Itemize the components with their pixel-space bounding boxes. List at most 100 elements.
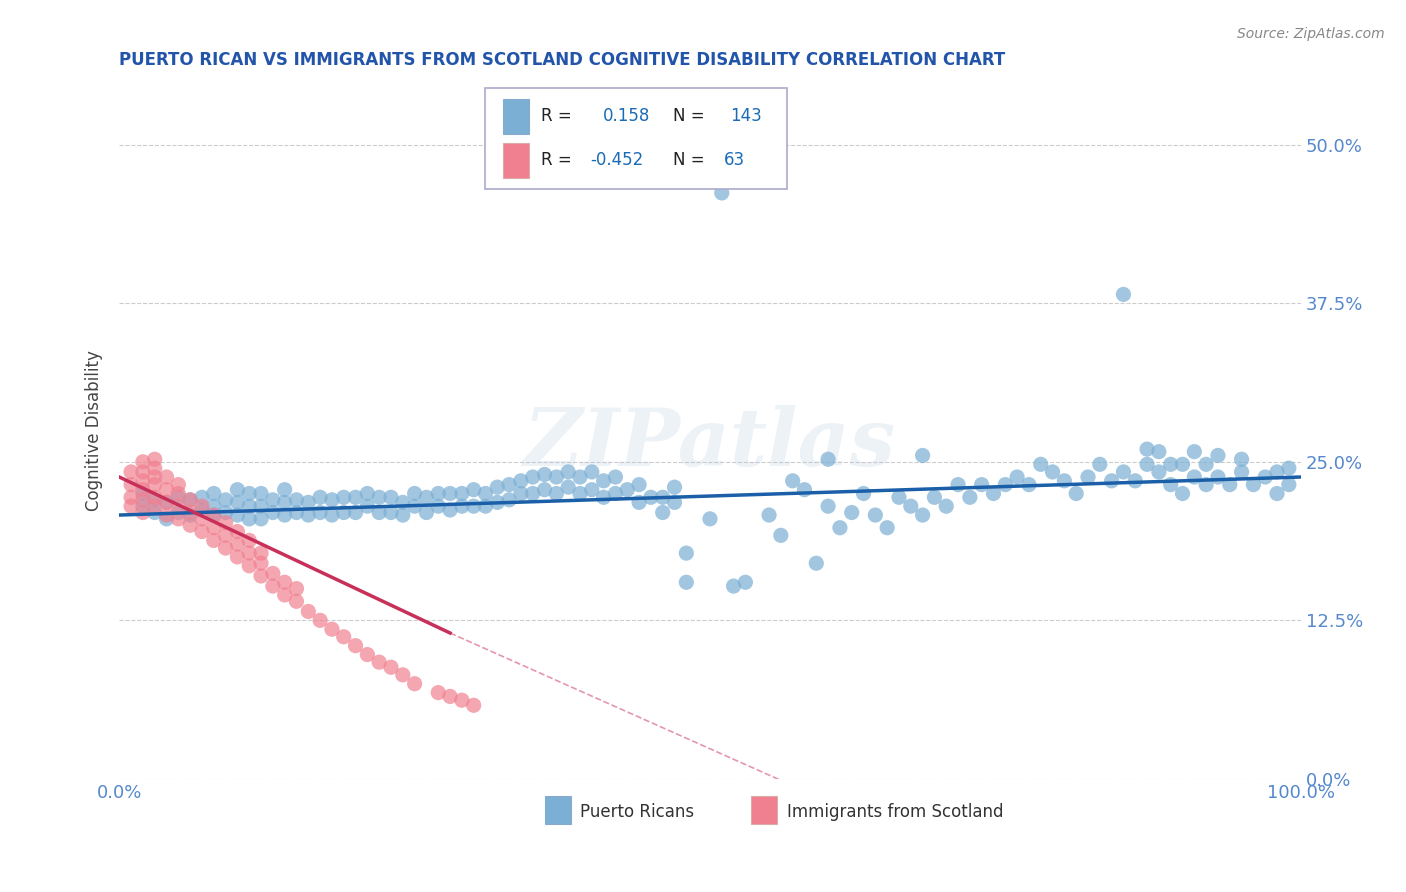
Point: [132, 499, 155, 513]
Point: [533, 467, 555, 482]
Point: [592, 491, 614, 505]
Point: [404, 677, 426, 691]
Point: [546, 486, 568, 500]
Point: [321, 622, 343, 636]
Point: [179, 508, 201, 522]
Point: [226, 524, 249, 539]
Point: [143, 461, 166, 475]
Point: [380, 491, 402, 505]
Text: R =: R =: [541, 107, 572, 125]
Point: [143, 491, 166, 505]
Point: [297, 508, 319, 522]
Point: [817, 499, 839, 513]
Point: [450, 499, 472, 513]
Text: ZIPatlas: ZIPatlas: [524, 405, 896, 483]
Point: [321, 508, 343, 522]
Point: [415, 506, 437, 520]
Point: [155, 512, 177, 526]
Point: [1064, 486, 1087, 500]
Point: [368, 506, 391, 520]
Point: [167, 499, 190, 513]
Point: [214, 506, 236, 520]
Point: [865, 508, 887, 522]
Point: [356, 648, 378, 662]
Point: [817, 452, 839, 467]
Point: [1219, 477, 1241, 491]
Point: [273, 588, 295, 602]
Point: [1005, 470, 1028, 484]
Point: [841, 506, 863, 520]
Point: [332, 506, 354, 520]
Point: [1254, 470, 1277, 484]
Point: [876, 521, 898, 535]
Point: [1241, 477, 1264, 491]
Point: [651, 506, 673, 520]
Point: [155, 508, 177, 522]
Point: [191, 499, 214, 513]
Point: [132, 474, 155, 488]
Point: [226, 549, 249, 564]
Point: [155, 495, 177, 509]
Point: [900, 499, 922, 513]
Point: [1206, 470, 1229, 484]
Point: [793, 483, 815, 497]
Point: [557, 480, 579, 494]
Point: [309, 491, 332, 505]
Point: [120, 477, 142, 491]
Point: [285, 582, 308, 596]
Point: [250, 546, 273, 560]
Point: [250, 569, 273, 583]
Point: [356, 499, 378, 513]
Point: [675, 575, 697, 590]
Point: [852, 486, 875, 500]
Point: [983, 486, 1005, 500]
Point: [356, 486, 378, 500]
Point: [1042, 465, 1064, 479]
Point: [250, 486, 273, 500]
Point: [1077, 470, 1099, 484]
Point: [1018, 477, 1040, 491]
Point: [486, 495, 509, 509]
Point: [273, 508, 295, 522]
Point: [439, 486, 461, 500]
Point: [1195, 458, 1218, 472]
Point: [273, 483, 295, 497]
Point: [498, 492, 520, 507]
Point: [226, 495, 249, 509]
Point: [191, 512, 214, 526]
Point: [628, 477, 651, 491]
Point: [1053, 474, 1076, 488]
Point: [262, 506, 284, 520]
Point: [769, 528, 792, 542]
Point: [510, 474, 533, 488]
Point: [1101, 474, 1123, 488]
Point: [911, 508, 934, 522]
Point: [226, 537, 249, 551]
Y-axis label: Cognitive Disability: Cognitive Disability: [86, 350, 103, 510]
Point: [1147, 444, 1170, 458]
Point: [605, 470, 627, 484]
Point: [262, 566, 284, 581]
Point: [214, 528, 236, 542]
Bar: [544, 797, 571, 824]
Text: 63: 63: [724, 151, 745, 169]
Point: [1171, 486, 1194, 500]
Point: [262, 579, 284, 593]
Point: [734, 575, 756, 590]
Point: [640, 491, 662, 505]
Point: [498, 477, 520, 491]
Point: [120, 499, 142, 513]
Point: [1182, 444, 1205, 458]
Text: N =: N =: [673, 107, 704, 125]
Point: [439, 503, 461, 517]
Point: [332, 491, 354, 505]
Point: [380, 506, 402, 520]
Text: R =: R =: [541, 151, 572, 169]
Point: [250, 512, 273, 526]
Point: [592, 474, 614, 488]
Point: [391, 508, 413, 522]
Point: [1136, 442, 1159, 456]
Point: [569, 486, 592, 500]
Point: [463, 698, 485, 713]
Point: [179, 492, 201, 507]
